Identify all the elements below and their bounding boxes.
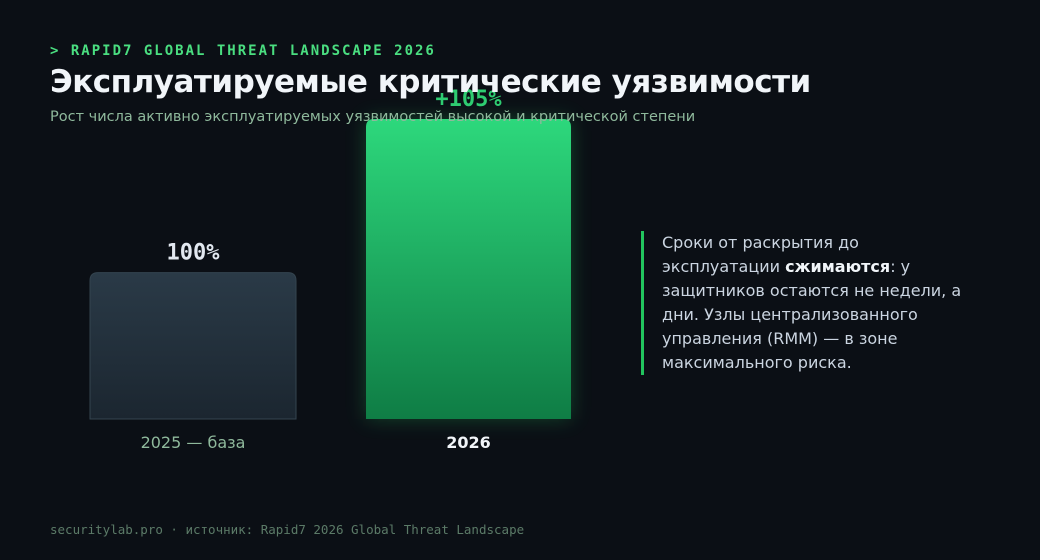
chart-subtitle: Рост числа активно эксплуатируемых уязви… <box>50 109 696 125</box>
chart-title: Эксплуатируемые критические уязвимости <box>50 64 811 100</box>
category-label-2: 2026 <box>446 433 491 452</box>
note-text-end: : у защитников остаются не недели, а дни… <box>662 257 962 372</box>
bar-value-label-1: 100% <box>167 241 221 266</box>
kicker-label: > RAPID7 GLOBAL THREAT LANDSCAPE 2026 <box>50 43 436 59</box>
category-label-1: 2025 — база <box>141 433 246 452</box>
source-footer: securitylab.pro · источник: Rapid7 2026 … <box>50 522 525 537</box>
bar-1 <box>89 272 297 420</box>
note-text-start: Сроки от раскрытия до эксплуатации <box>662 233 859 276</box>
bar-2 <box>366 119 571 419</box>
callout-note: Сроки от раскрытия до эксплуатации сжима… <box>641 231 962 375</box>
note-text-emphasis: сжимаются <box>785 257 891 276</box>
bar-value-label-2: +105% <box>435 87 502 112</box>
